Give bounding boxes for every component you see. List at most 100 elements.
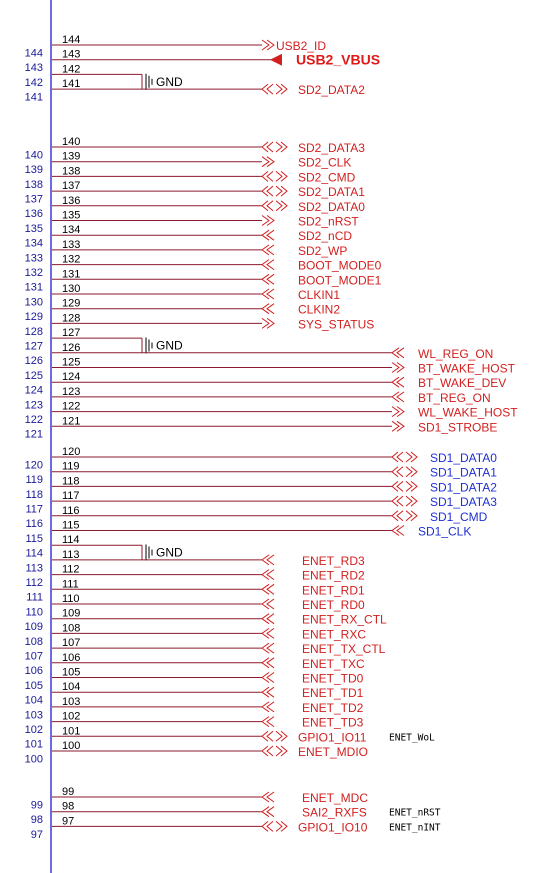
pin-number-left: 143 [25,62,43,74]
pin-number-left: 140 [25,149,43,161]
port-output-icon [391,420,405,432]
pin-number-left: 98 [31,814,43,826]
port-bidir-icon [391,481,418,492]
pin-row: 134 134 SD2_nCD [25,224,353,249]
signal-label: ENET_RD2 [302,569,365,583]
signal-label: ENET_RD0 [302,598,365,612]
port-bidir-icon [391,510,418,522]
pin-number-left: 125 [25,370,43,382]
port-input-icon [261,288,275,300]
pin-row: 108 108 ENET_RXC [25,622,367,647]
pin-number-left: 103 [25,709,43,721]
signal-label: SD2_CLK [298,156,351,170]
pin-number-left: 134 [25,238,43,250]
signal-label: SD1_CLK [418,525,471,539]
signal-label: SD2_WP [298,244,347,258]
pin-row: 110 110 ENET_RD0 [25,593,365,618]
signal-label: SD1_STROBE [418,420,497,434]
signal-label: SD2_DATA1 [298,185,365,199]
port-input-icon [261,657,275,669]
signal-label: ENET_MDIO [298,745,368,759]
pin-number-left: 120 [25,459,43,471]
pin-number-wire: 109 [62,608,80,620]
pin-row: 100 100 ENET_MDIO [25,740,368,765]
pin-number-wire: 105 [62,667,80,679]
pin-number-wire: 121 [62,415,80,427]
pin-number-left: 112 [25,577,43,589]
pin-number-wire: 140 [62,136,80,148]
pin-number-left: 109 [25,621,43,633]
pin-number-wire: 143 [62,49,80,61]
pin-number-left: 139 [25,164,43,176]
pin-number-left: 130 [25,296,43,308]
port-input-icon [261,716,275,728]
pin-row: 133 133 SD2_WP [25,239,348,264]
pin-number-wire: 141 [62,78,80,90]
pin-row: 125 125 BT_WAKE_HOST [25,357,516,382]
port-input-icon [261,569,275,581]
pin-number-wire: 135 [62,210,80,222]
signal-label: GPIO1_IO11 [298,730,367,744]
pin-block: 140 140 SD2_DATA3 139 139 SD2_CLK 138 138 SD2_CM… [25,136,519,441]
pin-number-left: 99 [31,799,43,811]
pin-row: 111 111 ENET_RD1 [26,578,365,603]
net-note: ENET_nINT [389,822,441,833]
pin-number-left: 117 [25,503,43,515]
pin-row: 103 103 ENET_TD2 [25,696,364,721]
signal-label: SYS_STATUS [298,317,374,331]
port-input-icon [261,244,275,256]
port-input-icon [261,598,275,610]
signal-label: WL_WAKE_HOST [418,406,518,420]
signal-label: WL_REG_ON [418,347,493,361]
pin-number-wire: 102 [62,711,80,723]
pin-number-wire: 144 [62,34,80,46]
signal-label: SD1_CMD [430,510,488,524]
pin-row: 126 126 WL_REG_ON [25,342,494,367]
pin-number-left: 113 [25,562,43,574]
pin-number-left: 122 [25,414,43,426]
pin-number-wire: 131 [62,268,80,280]
signal-label: ENET_TD0 [302,672,364,686]
pin-number-wire: 124 [62,371,80,383]
signal-label: SD1_DATA0 [430,451,497,465]
pin-row: 105 105 ENET_TD0 [25,667,364,692]
port-output-icon [261,317,275,329]
pin-row: 129 129 CLKIN2 [25,298,341,323]
port-input-icon [261,303,275,315]
pin-row: 112 112 ENET_RD2 [25,564,365,589]
ground-icon [145,544,153,561]
signal-label: SD2_DATA0 [298,200,365,214]
port-input-icon [391,376,405,388]
pin-number-wire: 101 [62,725,80,737]
pin-number-wire: 120 [62,446,80,458]
signal-label: CLKIN1 [298,288,340,302]
pin-row: 135 135 SD2_nRST [25,210,360,235]
port-input-icon [261,686,275,698]
port-bidir-icon [261,730,288,742]
signal-label: SD2_nRST [298,215,359,229]
pin-number-left: 100 [25,753,43,765]
pin-number-wire: 136 [62,195,80,207]
pin-number-left: 110 [25,606,43,618]
port-input-icon [261,613,275,625]
pin-number-left: 137 [25,193,43,205]
pin-number-wire: 127 [62,327,80,339]
pin-number-left: 135 [25,223,43,235]
port-input-icon [391,391,405,403]
pin-row: 130 130 CLKIN1 [25,283,341,308]
pin-number-wire: 97 [62,815,74,827]
pin-row: 127 127 GND [25,327,183,354]
pin-row: 139 139 SD2_CLK [25,151,352,176]
net-note: ENET_WoL [389,732,435,743]
pin-row: 138 138 SD2_CMD [25,165,356,190]
pin-row: 117 117 SD1_DATA3 [25,490,497,515]
signal-label: SD1_DATA2 [430,480,497,494]
pin-row: 131 131 BOOT_MODE1 [25,268,382,293]
port-bidir-icon [391,495,418,507]
pin-number-wire: 142 [62,63,80,75]
pin-number-wire: 116 [62,505,80,517]
pin-number-wire: 138 [62,165,80,177]
pin-number-left: 141 [25,91,43,103]
